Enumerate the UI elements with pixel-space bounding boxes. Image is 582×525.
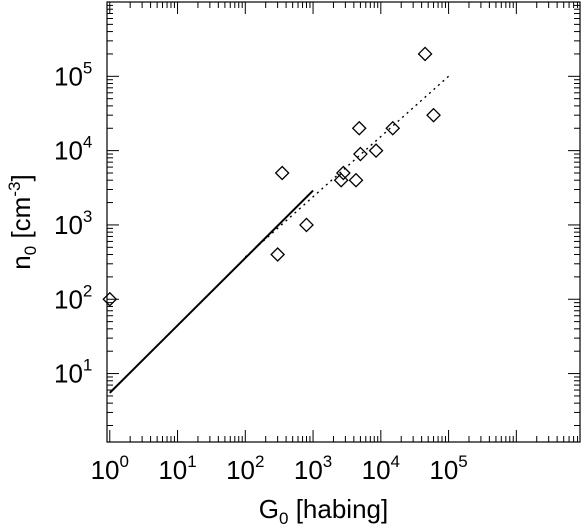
data-point-diamond	[274, 165, 290, 181]
y-tick-label: 105	[54, 58, 92, 91]
data-point-diamond	[417, 46, 433, 62]
data-point-diamond	[351, 120, 367, 136]
y-axis-label-superscript: -3	[5, 182, 24, 197]
x-axis-label-subscript: 0	[279, 509, 288, 525]
y-tick-label: 104	[54, 133, 92, 166]
x-tick-label: 102	[226, 452, 264, 485]
x-axis-label-unit: [habing]	[288, 494, 388, 524]
y-axis-label: n0 [cm-3]	[5, 174, 40, 269]
axis-ticks: 100 101 102 103 104 105 101 102 103 104 105	[54, 1, 580, 485]
y-tick-label: 103	[54, 207, 92, 240]
y-axis-label-base: n	[6, 255, 36, 269]
y-axis-label-subscript: 0	[21, 246, 40, 255]
data-point-diamond	[102, 291, 118, 307]
data-point-diamond	[426, 107, 441, 123]
data-point-diamond	[352, 146, 368, 162]
data-point-diamond	[333, 172, 349, 188]
x-tick-label: 100	[91, 452, 129, 485]
x-tick-label: 101	[158, 452, 196, 485]
x-tick-label: 103	[294, 452, 332, 485]
y-axis-label-unit: [cm	[6, 197, 36, 246]
data-point-diamond	[270, 247, 286, 262]
plot-frame	[106, 1, 581, 443]
chart-marks	[102, 46, 450, 394]
dotted-fit-line	[244, 75, 450, 258]
y-tick-label: 101	[54, 356, 92, 389]
x-tick-label: 104	[362, 452, 400, 485]
y-axis-label-close: ]	[6, 174, 36, 181]
data-point-diamond	[348, 172, 364, 188]
data-point-diamond	[368, 143, 384, 159]
data-point-diamond	[385, 120, 401, 136]
data-point-diamond	[299, 217, 314, 233]
data-point-diamond	[335, 165, 351, 181]
solid-fit-line	[109, 189, 314, 394]
y-tick-label: 102	[54, 281, 92, 314]
x-tick-label: 105	[429, 452, 467, 485]
x-axis-label: G0 [habing]	[259, 494, 388, 525]
x-axis-label-base: G	[259, 494, 279, 524]
